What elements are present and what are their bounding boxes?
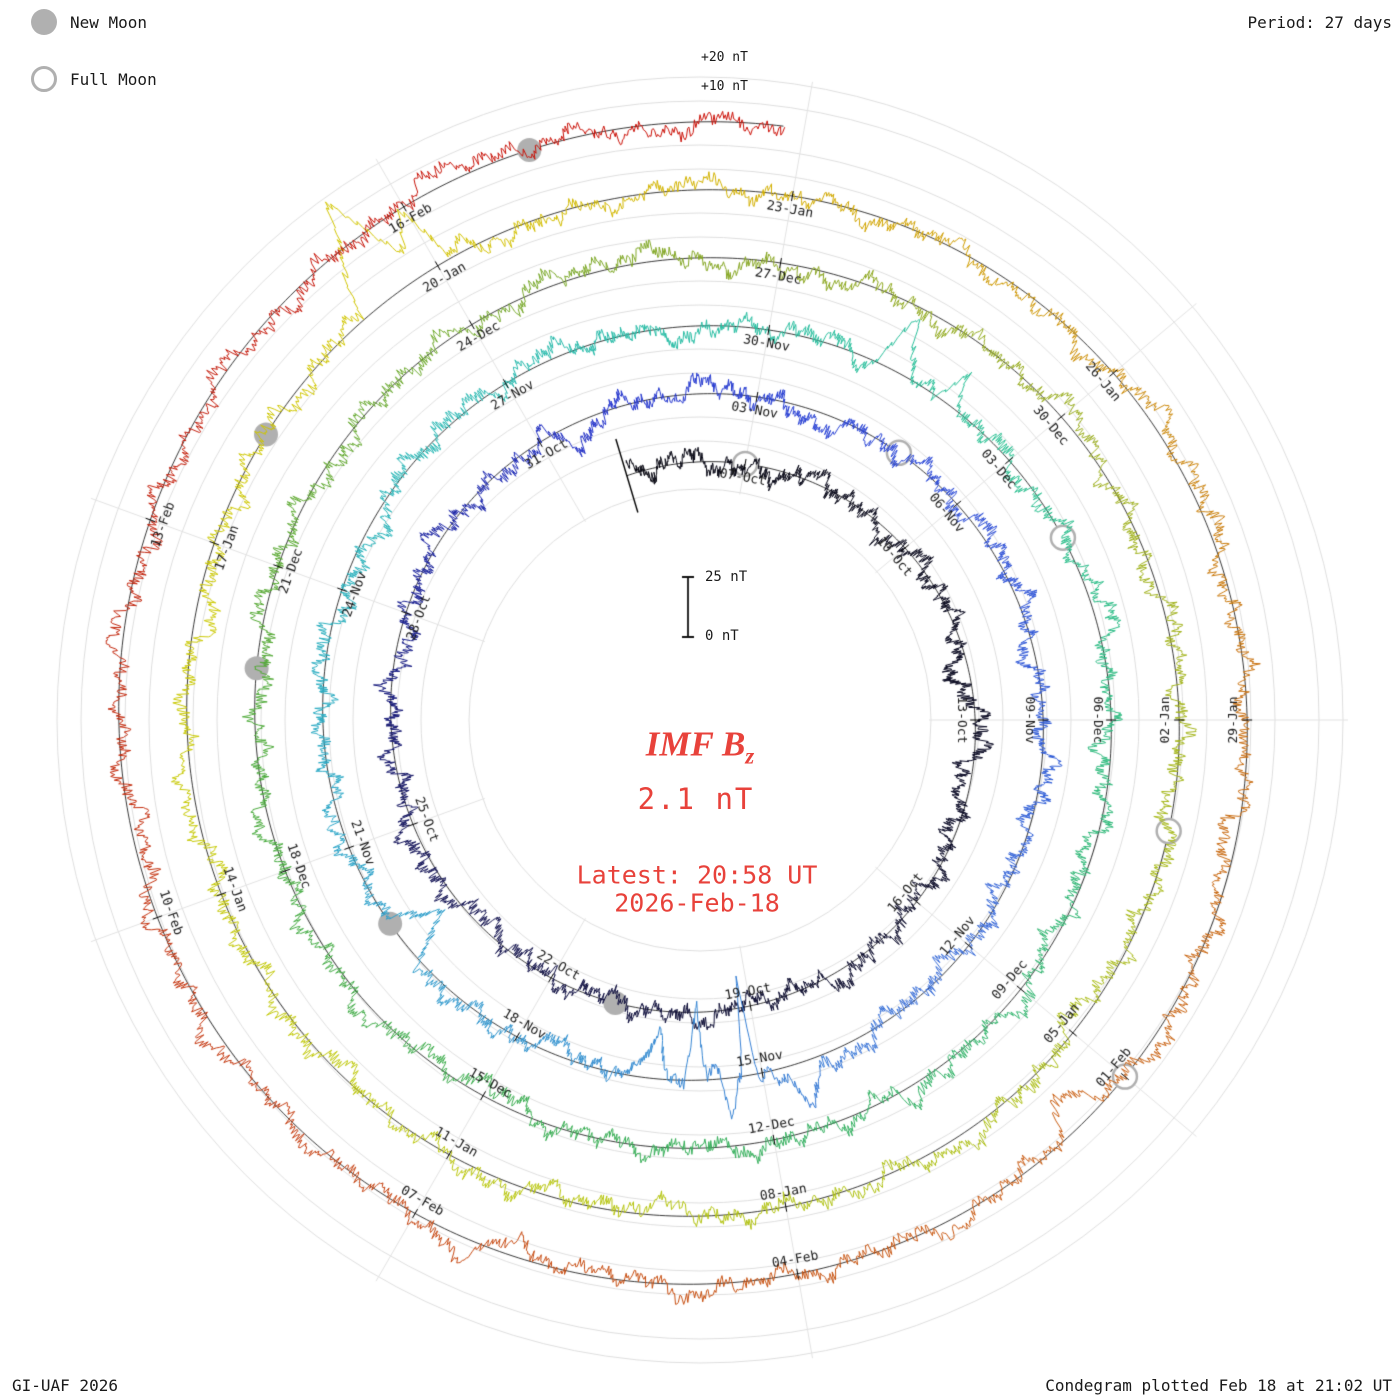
scalebar-min-label: 0 nT bbox=[705, 628, 739, 644]
legend-new-moon: New Moon bbox=[31, 9, 147, 35]
credit-label: GI-UAF 2026 bbox=[12, 1376, 118, 1395]
new-moon-icon bbox=[31, 9, 57, 35]
full-moon-icon bbox=[31, 66, 57, 92]
full-moon-label: Full Moon bbox=[70, 69, 157, 89]
center-latest-time: Latest: 20:58 UT bbox=[576, 860, 818, 890]
radial-scale-plus20-label: +20 nT bbox=[701, 50, 748, 65]
scalebar-max-label: 25 nT bbox=[705, 569, 748, 585]
period-label: Period: 27 days bbox=[1247, 13, 1393, 32]
new-moon-label: New Moon bbox=[70, 12, 148, 32]
plotted-timestamp-label: Condegram plotted Feb 18 at 21:02 UT bbox=[1045, 1376, 1392, 1395]
legend-full-moon: Full Moon bbox=[31, 66, 157, 92]
center-title: IMF Bz bbox=[646, 725, 755, 770]
center-title-text: IMF B bbox=[645, 724, 746, 764]
center-latest-date: 2026-Feb-18 bbox=[614, 888, 780, 918]
radial-scale-plus10-label: +10 nT bbox=[701, 79, 748, 94]
center-current-value: 2.1 nT bbox=[637, 782, 755, 816]
center-title-subscript: z bbox=[745, 743, 755, 769]
